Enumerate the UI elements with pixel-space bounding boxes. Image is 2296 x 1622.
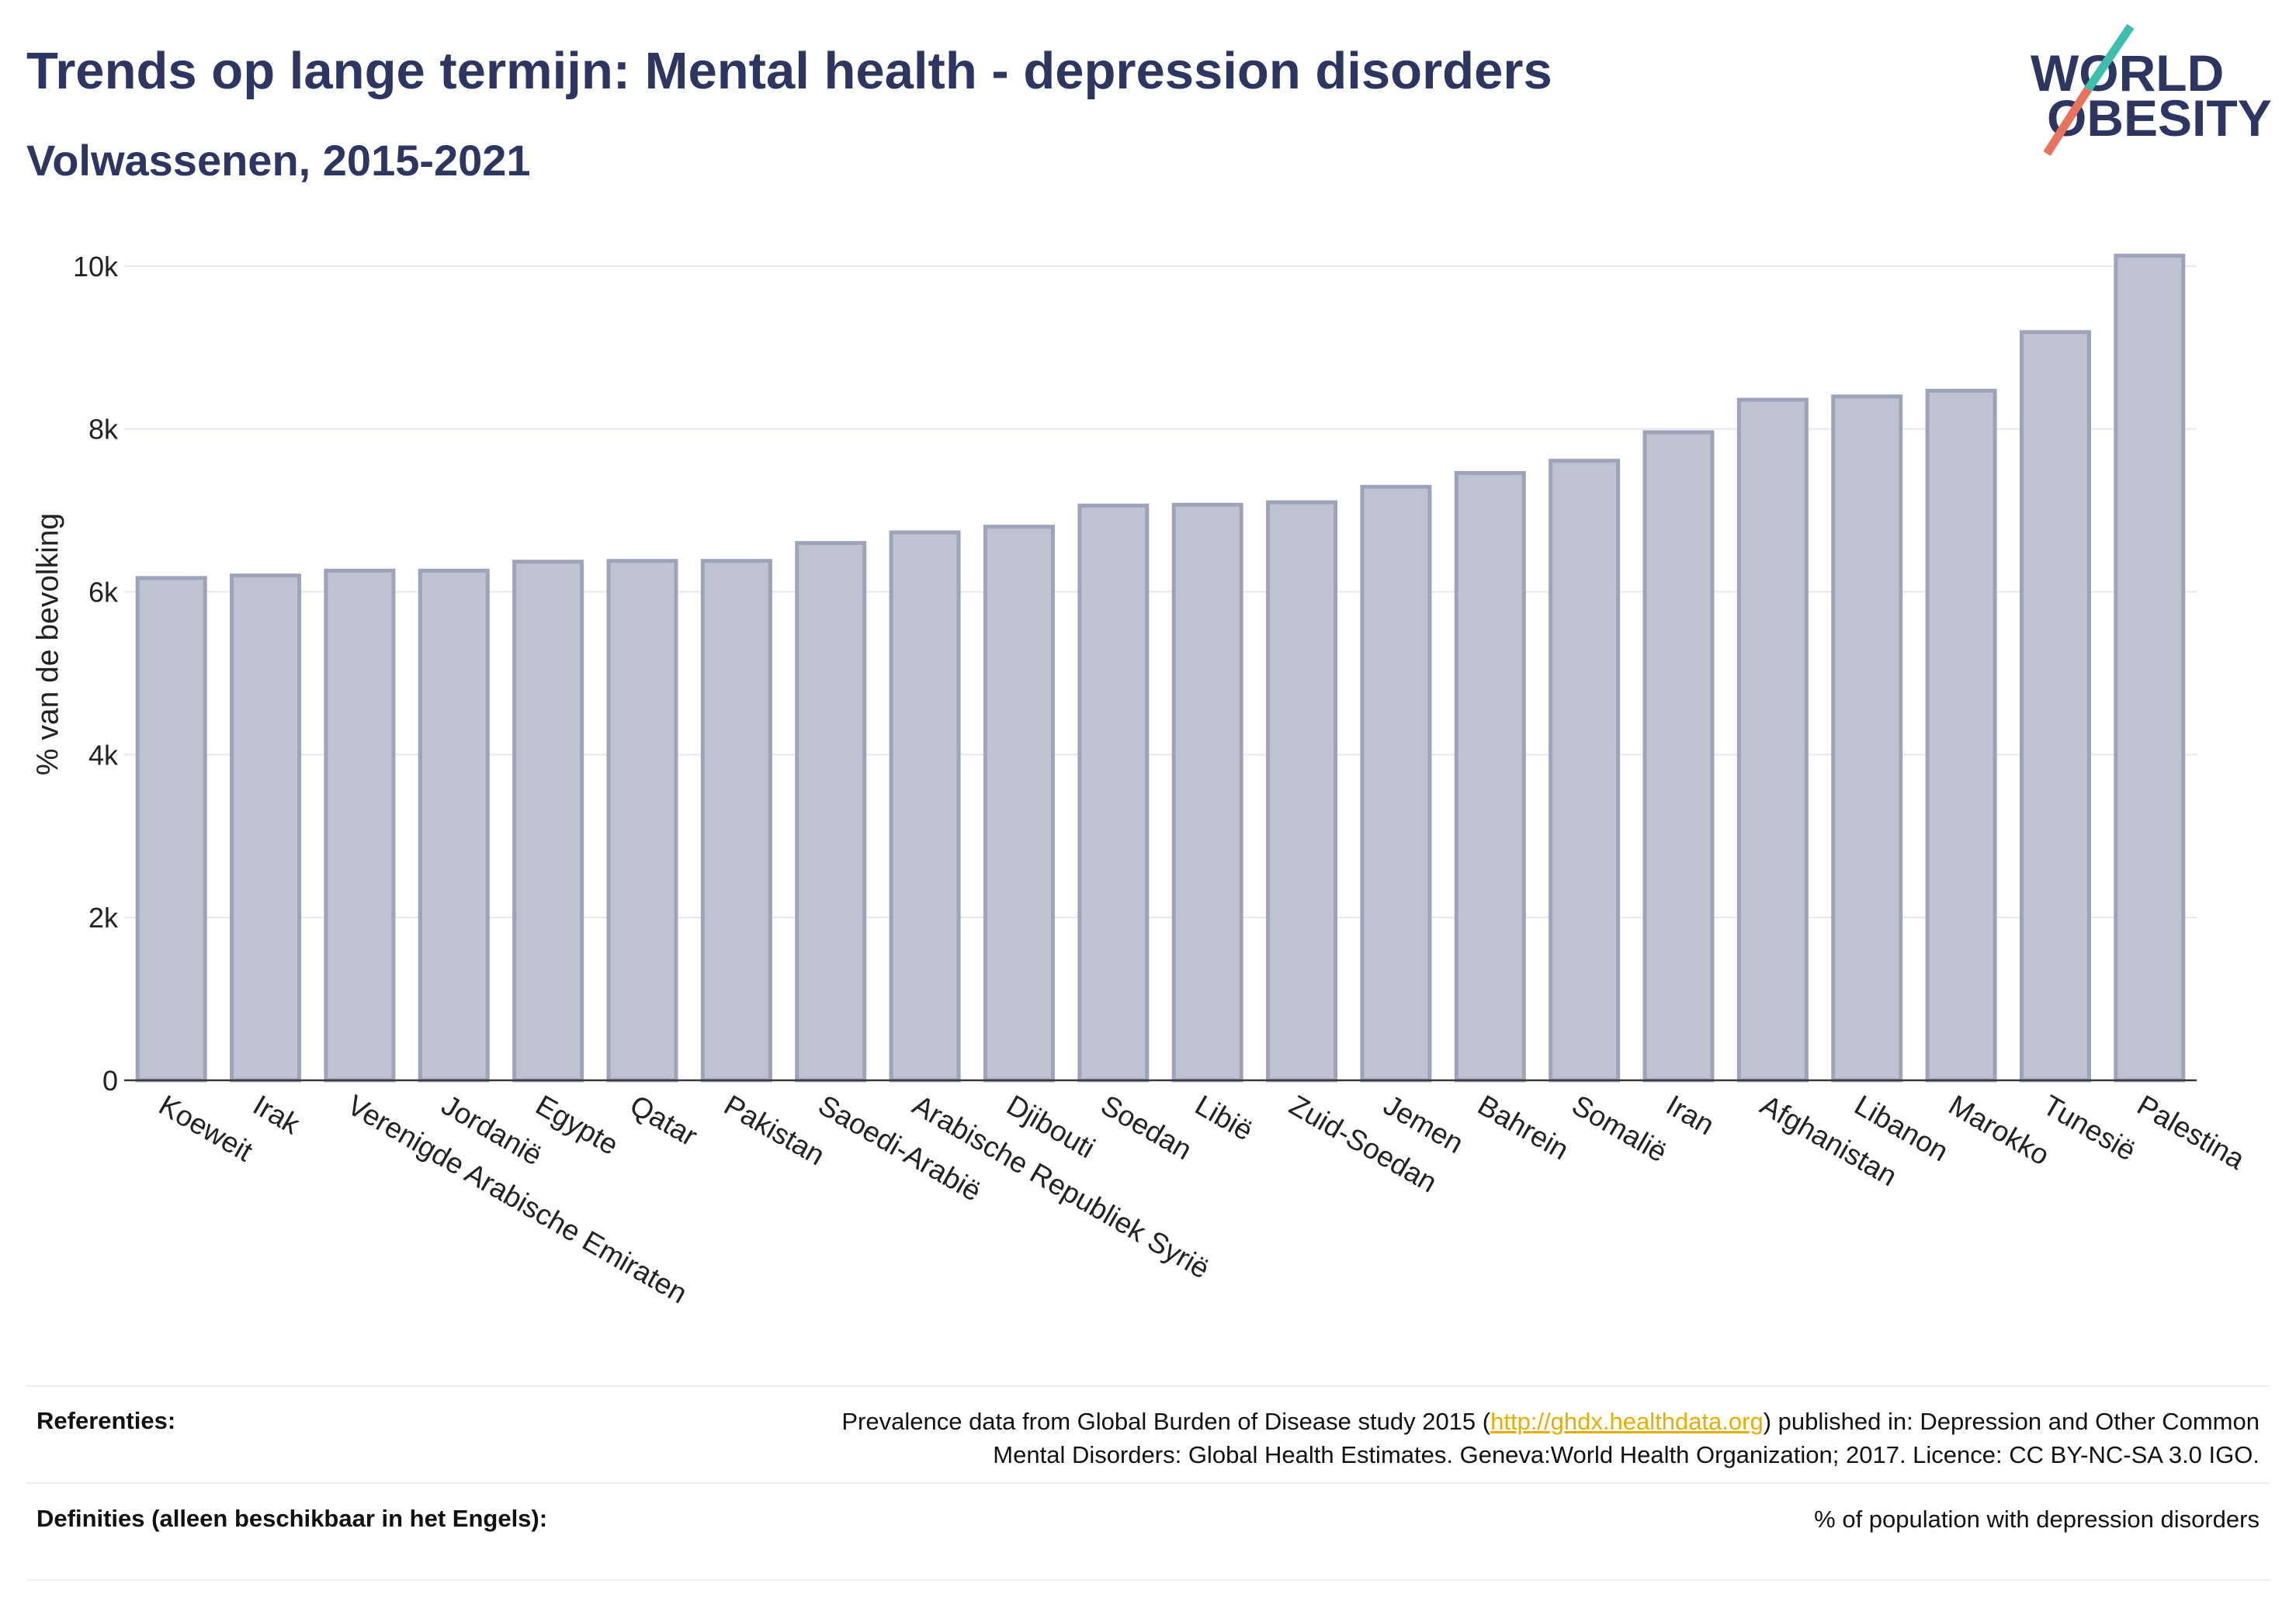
definitions-label: Definities (alleen beschikbaar in het En…: [36, 1505, 548, 1532]
bar: [1171, 502, 1243, 1083]
logo-slash-icon: [2043, 23, 2135, 156]
x-tick-label: Koeweit: [154, 1089, 258, 1168]
definitions-text: % of population with depression disorder…: [1814, 1502, 2260, 1536]
references-link[interactable]: http://ghdx.healthdata.org: [1490, 1408, 1764, 1435]
bar: [135, 576, 207, 1083]
bar: [1454, 470, 1526, 1083]
x-tick-label: Egypte: [530, 1089, 623, 1161]
bar: [606, 559, 678, 1083]
logo-slash-bottom: [2043, 87, 2092, 156]
x-tick-label: Saoedi-Arabië: [813, 1089, 987, 1208]
y-tick-label: 10k: [73, 251, 119, 282]
bars: [135, 253, 2186, 1083]
bar: [324, 568, 396, 1083]
bar: [795, 541, 867, 1083]
bar: [230, 574, 302, 1083]
bar: [1736, 397, 1809, 1083]
x-tick-label: Tunesië: [2038, 1089, 2141, 1167]
definitions-value: % of population with depression disorder…: [1814, 1506, 2260, 1533]
x-tick-label: Palestina: [2132, 1089, 2251, 1176]
x-tick-label: Somalië: [1566, 1089, 1672, 1168]
references-line-1: Prevalence data from Global Burden of Di…: [841, 1405, 2260, 1438]
x-tick-label: Soedan: [1096, 1089, 1198, 1166]
x-tick-label: Bahrein: [1472, 1089, 1574, 1166]
references-text-before-link: Prevalence data from Global Burden of Di…: [841, 1408, 1491, 1435]
footer-divider-middle: [26, 1482, 2270, 1484]
y-tick-label: 4k: [88, 739, 119, 771]
bar: [2114, 253, 2186, 1083]
references-text-after-link: ) published in: Depression and Other Com…: [1763, 1408, 2260, 1435]
chart-subtitle: Volwassenen, 2015-2021: [26, 136, 531, 185]
y-tick-label: 0: [102, 1065, 118, 1097]
bar: [1266, 500, 1338, 1083]
footer-divider-bottom: [26, 1579, 2270, 1581]
x-tick-label: Pakistan: [719, 1089, 830, 1171]
bar: [2019, 330, 2091, 1083]
bar: [512, 560, 584, 1083]
footer-divider-top: [26, 1385, 2270, 1387]
x-tick-label: Irak: [248, 1089, 305, 1141]
bar: [1642, 430, 1715, 1083]
y-tick-label: 2k: [88, 902, 119, 934]
bar: [1077, 503, 1150, 1083]
references-text: Prevalence data from Global Burden of Di…: [841, 1405, 2260, 1471]
bar: [889, 530, 961, 1083]
bar: [700, 559, 772, 1083]
bar: [1549, 459, 1621, 1083]
logo-word-world: WORLD: [2031, 44, 2225, 102]
chart-title: Trends op lange termijn: Mental health -…: [26, 42, 1552, 100]
x-tick-label: Marokko: [1944, 1089, 2055, 1171]
logo-slash-top: [2084, 23, 2135, 92]
bar: [1831, 394, 1903, 1083]
x-tick-label: Libië: [1190, 1089, 1258, 1147]
x-tick-label: Iran: [1661, 1089, 1720, 1141]
y-tick-labels: 0 2k 4k 6k 8k 10k: [73, 251, 119, 1097]
bar: [418, 568, 490, 1083]
references-label: Referenties:: [36, 1407, 176, 1434]
bar: [1925, 388, 1997, 1083]
references-line-2: Mental Disorders: Global Health Estimate…: [993, 1441, 2260, 1468]
y-axis-title: % van de bevolking: [32, 513, 65, 775]
x-tick-label: Qatar: [625, 1089, 703, 1152]
bar: [1360, 484, 1432, 1083]
bar: [983, 525, 1055, 1083]
y-tick-label: 8k: [88, 414, 119, 445]
y-tick-label: 6k: [88, 577, 119, 608]
